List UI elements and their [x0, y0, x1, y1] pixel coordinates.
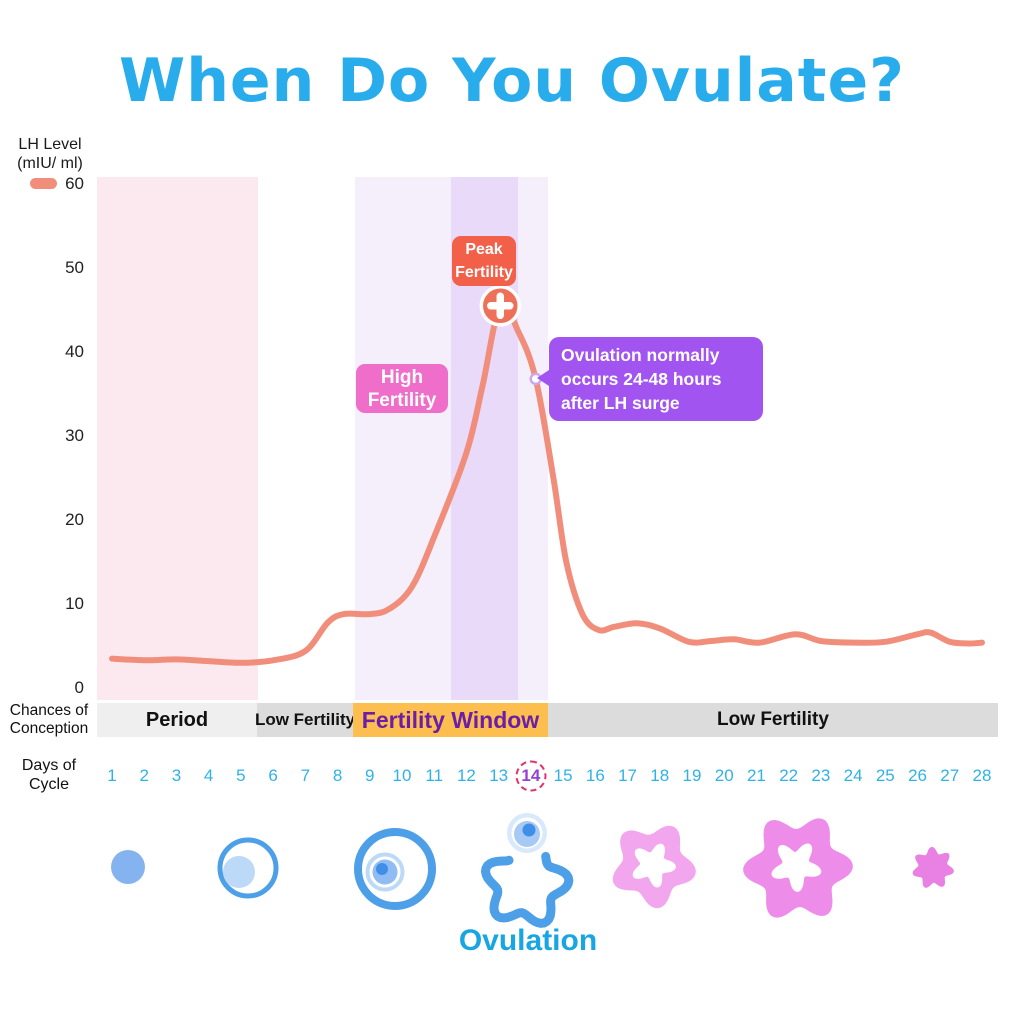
primordial-follicle-icon	[111, 850, 145, 884]
y-axis-title: LH Level (mIU/ ml)	[4, 135, 96, 173]
corpus-albicans-icon	[912, 846, 954, 888]
peak-fertility-label: Peak Fertility	[452, 236, 516, 286]
mature-follicle-icon	[354, 828, 436, 910]
day-22: 22	[779, 766, 799, 785]
days-label-line1: Days of	[21, 757, 77, 774]
corpus-luteum-icon	[743, 818, 853, 918]
conception-segment-2: Low Fertility	[255, 703, 355, 737]
day-9: 9	[365, 766, 375, 785]
day-3: 3	[171, 766, 182, 785]
y-tick-50: 50	[65, 258, 84, 277]
callout-line3: after LH surge	[561, 393, 680, 413]
day-6: 6	[268, 766, 278, 785]
y-tick-0: 0	[74, 678, 84, 697]
high-fertility-label-line2: Fertility	[367, 390, 437, 411]
days-of-cycle-label: Days of Cycle	[0, 756, 98, 794]
y-axis-title-line1: LH Level	[18, 136, 82, 153]
day-28: 28	[972, 766, 992, 785]
day-7: 7	[300, 766, 311, 785]
day-11: 11	[425, 766, 444, 785]
day-21: 21	[746, 766, 766, 785]
y-axis-title-line2: (mIU/ ml)	[17, 155, 83, 172]
y-tick-40: 40	[65, 342, 84, 361]
conception-segment-1: Period	[97, 703, 257, 737]
day-1: 1	[107, 766, 117, 785]
lh-line-legend-swatch	[30, 178, 57, 189]
day-12: 12	[456, 766, 476, 785]
y-tick-10: 10	[65, 594, 84, 613]
day-15: 15	[553, 766, 573, 785]
day-20: 20	[714, 766, 734, 785]
day-14: 14	[521, 766, 541, 785]
peak-fertility-label-line1: Peak	[465, 241, 503, 258]
peak-fertility-label-line2: Fertility	[455, 264, 513, 281]
ovulation-label: Ovulation	[458, 924, 598, 957]
day-18: 18	[650, 766, 670, 785]
day-5: 5	[236, 766, 246, 785]
day-26: 26	[908, 766, 928, 785]
y-tick-30: 30	[65, 426, 84, 445]
day-4: 4	[203, 766, 214, 785]
day-19: 19	[682, 766, 702, 785]
y-tick-20: 20	[65, 510, 84, 529]
chances-of-conception-label: Chances of Conception	[0, 702, 98, 738]
ovulation-callout: Ovulation normally occurs 24-48 hours af…	[537, 337, 763, 421]
ovulation-release-icon	[480, 813, 574, 928]
day-27: 27	[940, 766, 960, 785]
band-period	[97, 177, 258, 700]
day-16: 16	[585, 766, 605, 785]
day-23: 23	[811, 766, 831, 785]
conception-label-line2: Conception	[9, 720, 89, 737]
y-tick-60: 60	[65, 174, 84, 193]
day-8: 8	[332, 766, 343, 785]
day-2: 2	[139, 766, 149, 785]
day-17: 17	[618, 766, 638, 785]
callout-line1: Ovulation normally	[561, 345, 720, 365]
day-25: 25	[875, 766, 895, 785]
callout-line2: occurs 24-48 hours	[561, 369, 722, 389]
growing-follicle-icon	[217, 837, 279, 899]
high-fertility-label-line1: High	[380, 367, 424, 388]
high-fertility-label: High Fertility	[356, 364, 448, 413]
corpus-luteum-early-icon	[612, 825, 696, 909]
days-label-line2: Cycle	[28, 776, 69, 793]
day-10: 10	[392, 766, 412, 785]
conception-segment-4: Low Fertility	[548, 703, 998, 737]
day-24: 24	[843, 766, 863, 785]
conception-label-line1: Chances of	[9, 702, 89, 719]
day-14-dashed-circle	[515, 760, 547, 792]
day-13: 13	[489, 766, 509, 785]
page-title: When Do You Ovulate?	[119, 46, 905, 116]
conception-segment-3: Fertility Window	[353, 703, 548, 737]
